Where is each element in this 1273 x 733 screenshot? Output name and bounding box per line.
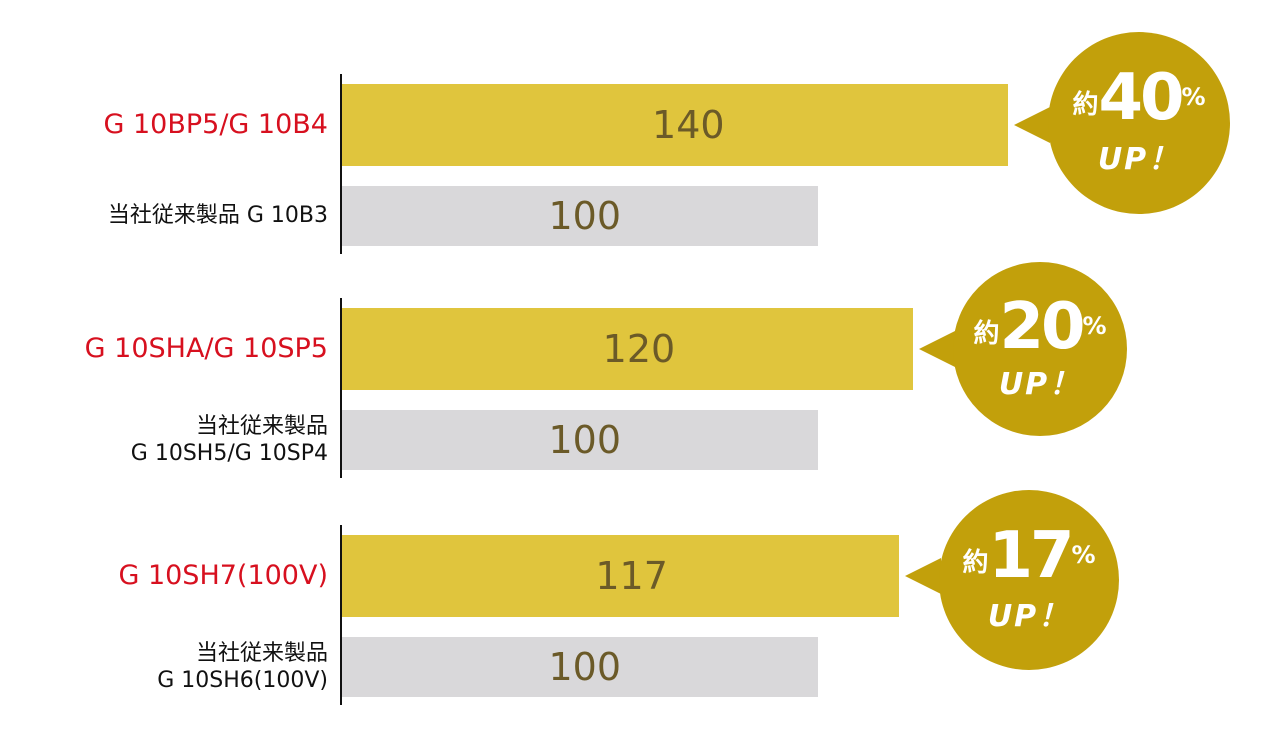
increase-callout: 約17% UP！ — [939, 490, 1119, 670]
bar-value-label: 100 — [548, 194, 622, 238]
new-product-label: G 10SH7(100V) — [118, 560, 328, 591]
callout-percent: 約17% — [939, 519, 1119, 593]
bar-value-label: 117 — [595, 554, 668, 598]
increase-callout: 約40% UP！ — [1048, 32, 1230, 214]
bar-value-label: 120 — [602, 327, 676, 371]
bar-new-product: 117 — [342, 535, 899, 617]
callout-percent: 約20% — [953, 290, 1127, 364]
bar-value-label: 140 — [652, 103, 725, 147]
previous-product-label: 当社従来製品 G 10SH5/G 10SP4 — [131, 413, 328, 468]
axis-line — [340, 525, 342, 705]
new-product-label: G 10BP5/G 10B4 — [103, 109, 328, 140]
bar-value-label: 100 — [548, 418, 622, 462]
callout-prefix: 約 — [1072, 90, 1099, 121]
callout-number: 40 — [1098, 61, 1184, 136]
previous-product-label-line: G 10SH6(100V) — [157, 668, 328, 693]
callout-number: 20 — [999, 289, 1085, 364]
previous-product-label-line: 当社従来製品 — [195, 640, 328, 666]
bar-value-label: 100 — [548, 645, 622, 689]
bar-new-product: 120 — [342, 308, 913, 390]
new-product-label: G 10SHA/G 10SP5 — [84, 333, 328, 364]
callout-percent: 約40% — [1048, 61, 1230, 135]
callout-pointer — [905, 558, 941, 594]
callout-prefix: 約 — [973, 318, 1000, 349]
increase-callout: 約20% UP！ — [953, 262, 1127, 436]
bar-previous-product: 100 — [342, 410, 818, 470]
axis-line — [340, 298, 342, 478]
previous-product-label-line: G 10SH5/G 10SP4 — [130, 441, 328, 466]
callout-up-text: UP！ — [987, 598, 1071, 634]
callout-suffix: % — [1071, 540, 1096, 569]
callout-suffix: % — [1082, 311, 1107, 340]
callout-number: 17 — [988, 518, 1074, 593]
previous-product-label-line: 当社従来製品 — [195, 413, 328, 439]
callout-suffix: % — [1181, 83, 1206, 112]
callout-prefix: 約 — [962, 547, 989, 578]
callout-pointer — [1014, 107, 1050, 143]
bar-previous-product: 100 — [342, 637, 818, 697]
callout-up-text: UP！ — [1097, 141, 1181, 177]
previous-product-label: 当社従来製品 G 10B3 — [108, 202, 328, 230]
previous-product-label-line: 当社従来製品 G 10B3 — [107, 203, 328, 229]
previous-product-label: 当社従来製品 G 10SH6(100V) — [157, 640, 328, 695]
callout-up-text: UP！ — [998, 367, 1082, 403]
bar-new-product: 140 — [342, 84, 1008, 166]
callout-pointer — [919, 331, 955, 367]
bar-previous-product: 100 — [342, 186, 818, 246]
axis-line — [340, 74, 342, 254]
